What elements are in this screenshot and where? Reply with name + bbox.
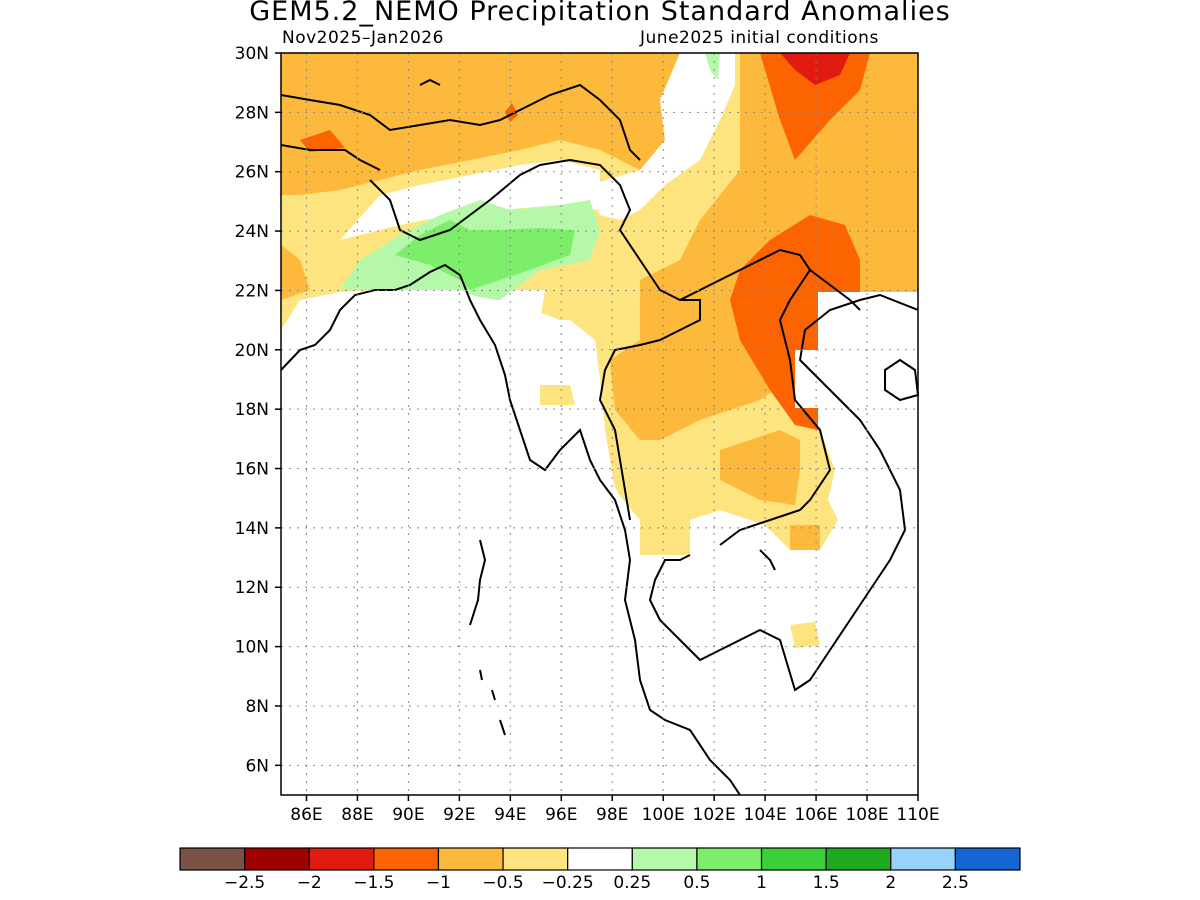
shade-orange-cambodia xyxy=(790,525,820,550)
shade-strong-orange xyxy=(760,53,870,160)
border-nepal xyxy=(281,144,381,171)
lon-tick-label: 108E xyxy=(845,805,888,825)
border-myanmar xyxy=(469,158,701,521)
axis-ticks: 86E 88E 90E 92E 94E 96E 98E 100E 102E 104E 106E 108… xyxy=(235,44,940,825)
border-tibet xyxy=(419,78,441,86)
shade-strong-orange-nw xyxy=(300,130,345,152)
lat-tick-label: 10N xyxy=(235,638,269,658)
anomaly-shading xyxy=(281,53,918,795)
legend-label: −1 xyxy=(426,873,451,893)
border-bangladesh xyxy=(369,179,471,242)
coast-gulf-thailand xyxy=(648,293,918,692)
shade-strong-orange-se xyxy=(730,215,860,430)
lat-tick-label: 14N xyxy=(235,519,269,539)
shade-light-orange-small xyxy=(540,385,575,405)
lat-tick-label: 8N xyxy=(245,697,269,717)
legend-swatch xyxy=(825,847,892,871)
legend-swatch xyxy=(308,847,375,871)
lat-tick-label: 28N xyxy=(235,103,269,123)
lat-tick-label: 20N xyxy=(235,341,269,361)
legend-swatch xyxy=(373,847,440,871)
legend-label: 1.5 xyxy=(813,873,840,893)
legend-swatch xyxy=(437,847,504,871)
border-thailand-laos xyxy=(679,248,832,546)
shade-orange-west xyxy=(281,245,310,300)
legend-swatch xyxy=(244,847,310,871)
shade-white-south xyxy=(281,295,918,795)
lat-tick-label: 22N xyxy=(235,281,269,301)
shade-white-band xyxy=(340,160,600,240)
page-title: GEM5.2_NEMO Precipitation Standard Anoma… xyxy=(249,0,951,27)
border-himalaya xyxy=(281,83,641,161)
coastlines xyxy=(281,78,918,795)
island-hainan xyxy=(884,358,920,402)
lat-tick-label: 18N xyxy=(235,400,269,420)
lat-tick-label: 30N xyxy=(235,44,269,64)
shade-white-channel xyxy=(590,53,735,220)
lon-tick-label: 94E xyxy=(494,805,526,825)
lon-tick-label: 102E xyxy=(693,805,736,825)
legend-label: 2 xyxy=(885,873,896,893)
island-andaman xyxy=(469,539,487,626)
legend-label: −1.5 xyxy=(353,873,394,893)
legend-swatch xyxy=(567,847,633,871)
lat-tick-label: 6N xyxy=(245,756,269,776)
lat-tick-label: 24N xyxy=(235,222,269,242)
shade-light-orange-south xyxy=(790,622,820,648)
legend-label: 0.25 xyxy=(613,873,651,893)
map-frame xyxy=(280,52,919,796)
lon-tick-label: 110E xyxy=(896,805,939,825)
color-legend: −2.5 −2 −1.5 −1 −0.5 −0.25 0.25 0.5 1 1.5 2 2.5 xyxy=(179,847,1021,893)
island-lake xyxy=(759,549,776,571)
lat-tick-label: 12N xyxy=(235,578,269,598)
shade-orange-south xyxy=(720,430,800,505)
lat-tick-label: 26N xyxy=(235,163,269,183)
legend-swatch xyxy=(954,847,1021,871)
legend-label: 1 xyxy=(756,873,767,893)
legend-label: −2 xyxy=(297,873,322,893)
lon-tick-label: 86E xyxy=(290,805,322,825)
lon-tick-label: 100E xyxy=(642,805,685,825)
coast-india-east xyxy=(281,263,741,795)
legend-label: 2.5 xyxy=(942,873,969,893)
lon-tick-label: 90E xyxy=(392,805,424,825)
legend-label: −2.5 xyxy=(224,873,265,893)
lon-tick-label: 106E xyxy=(794,805,837,825)
lat-tick-label: 16N xyxy=(235,460,269,480)
lon-tick-label: 96E xyxy=(545,805,577,825)
shade-red xyxy=(780,53,850,85)
legend-swatch xyxy=(760,847,827,871)
lon-tick-label: 98E xyxy=(596,805,628,825)
shade-strong-orange-dot xyxy=(505,103,518,122)
shade-green xyxy=(395,220,575,290)
legend-swatch xyxy=(696,847,763,871)
island-nicobar xyxy=(479,669,506,736)
legend-label: −0.5 xyxy=(482,873,523,893)
legend-swatch xyxy=(179,847,246,871)
border-vietnam xyxy=(809,269,861,311)
legend-swatch xyxy=(890,847,956,871)
legend-label: −0.25 xyxy=(542,873,594,893)
legend-swatch xyxy=(502,847,569,871)
period-label: Nov2025–Jan2026 xyxy=(282,28,444,48)
init-label: June2025 initial conditions xyxy=(640,28,879,48)
legend-label: 0.5 xyxy=(683,873,710,893)
legend-swatch xyxy=(631,847,698,871)
lon-tick-label: 104E xyxy=(744,805,787,825)
shade-light-green-top xyxy=(705,53,720,80)
lon-tick-label: 88E xyxy=(341,805,373,825)
lon-tick-label: 92E xyxy=(443,805,475,825)
